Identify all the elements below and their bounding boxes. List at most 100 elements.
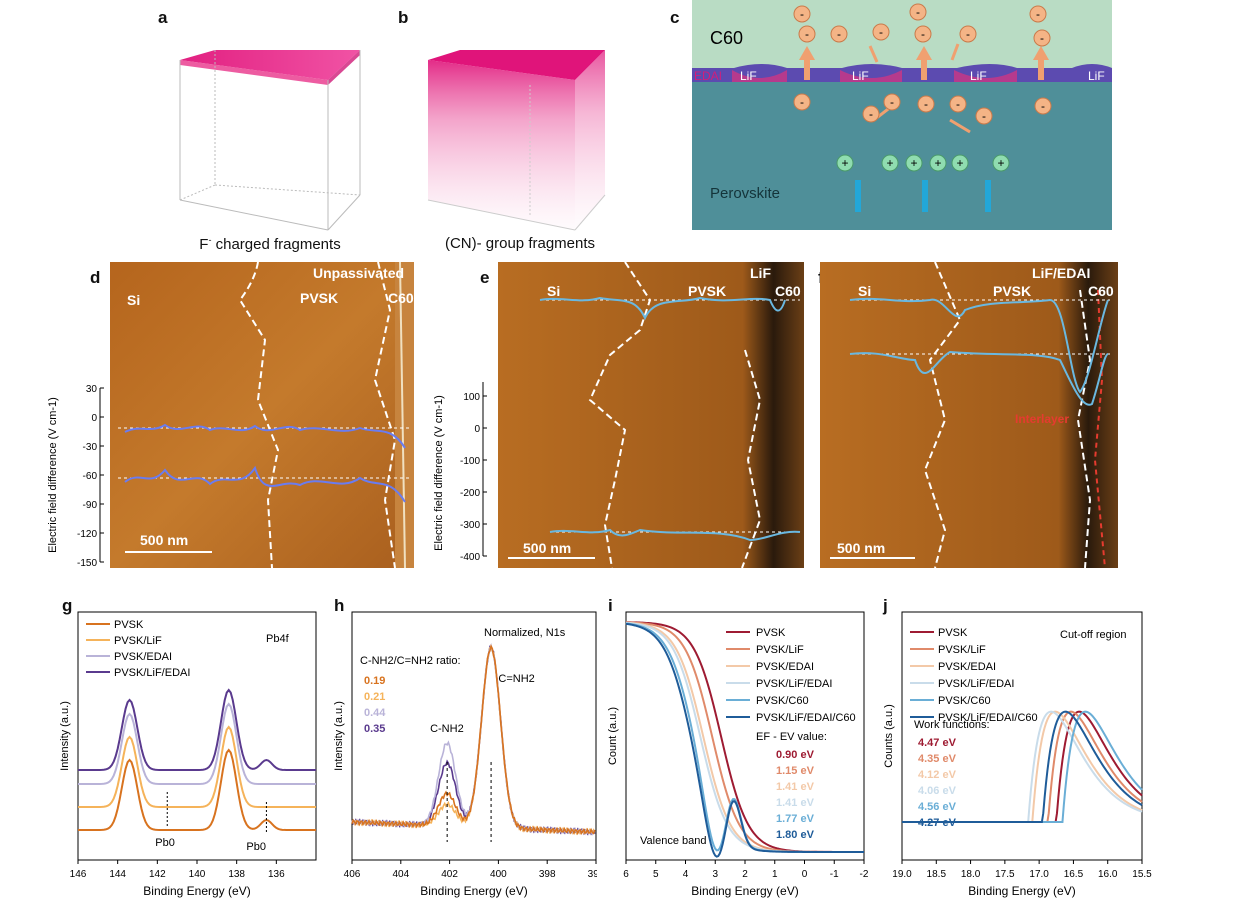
xtick-label: 5 <box>653 869 659 880</box>
ytick-label: 30 <box>86 384 98 395</box>
xtick-label: 398 <box>539 869 556 880</box>
legend-label: PVSK/C60 <box>756 695 809 707</box>
negative-charge-sign: - <box>966 27 970 41</box>
series-line <box>625 622 864 858</box>
ef-ev-value: 1.41 eV <box>776 781 815 793</box>
positive-charge-sign: + <box>910 156 917 170</box>
ytick-label: 0 <box>91 413 97 424</box>
peak-label: Pb0 <box>246 841 266 853</box>
x-axis-label: Binding Energy (eV) <box>420 884 527 898</box>
panel-label-d: d <box>90 268 101 287</box>
cube-cn-fragments <box>427 50 606 231</box>
panel-label-a: a <box>158 8 168 27</box>
ytick-label: -60 <box>83 471 98 482</box>
panel-label-h: h <box>334 596 345 615</box>
legend-label: PVSK/EDAI <box>756 661 814 673</box>
afm-f-si: Si <box>858 283 872 299</box>
panel-label-i: i <box>608 596 613 615</box>
ratio-title: C-NH2/C=NH2 ratio: <box>360 655 461 667</box>
negative-charge-sign: - <box>890 95 894 109</box>
work-function-value: 4.12 eV <box>918 769 957 781</box>
ef-ev-value: 1.41 eV <box>776 797 815 809</box>
legend-label: PVSK <box>756 627 786 639</box>
afm-e-title: LiF <box>750 265 771 281</box>
xtick-label: -2 <box>860 869 869 880</box>
afm-f-pvsk: PVSK <box>993 283 1032 299</box>
series-line <box>78 725 316 808</box>
value-title: EF - EV value: <box>756 731 827 743</box>
ytick-label: -400 <box>460 552 480 560</box>
negative-charge <box>914 25 932 43</box>
ef-ev-value: 1.77 eV <box>776 813 815 825</box>
afm-d-si: Si <box>127 292 141 308</box>
negative-charge <box>1034 97 1052 115</box>
negative-charge <box>872 23 890 41</box>
panel-label-c: c <box>670 8 680 27</box>
negative-charge-sign: - <box>800 7 804 21</box>
negative-charge-sign: - <box>1036 7 1040 21</box>
negative-charge-sign: - <box>916 5 920 19</box>
axis-e-ylabel: Electric field difference (V cm-1) <box>433 395 445 551</box>
xtick-label: 18.0 <box>961 869 981 880</box>
negative-charge <box>793 5 811 23</box>
negative-charge-sign: - <box>800 95 804 109</box>
positive-charge <box>905 154 923 172</box>
negative-charge-sign: - <box>956 97 960 111</box>
xtick-label: 18.5 <box>927 869 947 880</box>
chart-annotation: Valence band <box>640 835 706 847</box>
series-line <box>902 710 1143 823</box>
xtick-label: 402 <box>441 869 458 880</box>
ratio-value: 0.44 <box>364 707 386 719</box>
xtick-label: 4 <box>683 869 689 880</box>
negative-charge <box>883 93 901 111</box>
xtick-label: 3 <box>712 869 718 880</box>
legend-label: PVSK/LiF/EDAI <box>114 667 190 679</box>
positive-charge-sign: + <box>997 156 1004 170</box>
positive-charges: + + + + + + <box>836 154 1010 172</box>
chart-annotation: Normalized, N1s <box>484 627 566 639</box>
y-axis-label: Intensity (a.u.) <box>59 701 71 771</box>
xtick-label: 19.0 <box>892 869 912 880</box>
positive-charge-sign: + <box>956 156 963 170</box>
panel-label-f: f <box>818 268 824 287</box>
legend-label: PVSK/LiF/EDAI <box>938 678 1014 690</box>
chart-h-n1s: 406 404 402 400 398 396 Binding Energy (eV) Int… <box>333 611 597 898</box>
afm-e-c60: C60 <box>775 283 801 299</box>
xtick-label: 144 <box>109 869 126 880</box>
positive-charge <box>836 154 854 172</box>
legend-label: PVSK/C60 <box>938 695 991 707</box>
series-line <box>351 642 596 836</box>
xtick-label: 146 <box>70 869 87 880</box>
negative-charge <box>909 3 927 21</box>
chart-i-valence: 6 5 4 3 2 1 0 -1 -2 Binding Energy (eV) Count (a.u… <box>607 611 869 898</box>
value-title: Work functions: <box>914 719 990 731</box>
peak-label: C-NH2 <box>430 723 464 735</box>
ratio-value: 0.19 <box>364 675 385 687</box>
ef-ev-value: 1.80 eV <box>776 829 815 841</box>
perovskite-label: Perovskite <box>710 185 780 202</box>
work-function-value: 4.27 eV <box>918 817 957 829</box>
panel-label-j: j <box>883 596 888 615</box>
xtick-label: -1 <box>830 869 839 880</box>
negative-charge <box>975 107 993 125</box>
positive-charge <box>881 154 899 172</box>
legend-label: PVSK/LiF <box>938 644 986 656</box>
legend-label: PVSK/LiF/EDAI/C60 <box>938 712 1038 724</box>
legend-label: PVSK/LiF/EDAI <box>756 678 832 690</box>
legend-label: PVSK/LiF <box>114 635 162 647</box>
afm-f-interlayer: Interlayer <box>1015 412 1070 426</box>
plot-frame <box>351 611 597 861</box>
xtick-label: 1 <box>772 869 778 880</box>
xtick-label: 16.0 <box>1098 869 1118 880</box>
negative-charge <box>1029 5 1047 23</box>
y-axis-label: Count (a.u.) <box>607 707 619 765</box>
afm-d-pvsk: PVSK <box>300 290 339 306</box>
negative-charge <box>917 95 935 113</box>
afm-e-si: Si <box>547 283 561 299</box>
work-function-value: 4.35 eV <box>918 753 957 765</box>
xtick-label: 400 <box>490 869 507 880</box>
xtick-label: 0 <box>802 869 808 880</box>
positive-charge-sign: + <box>934 156 941 170</box>
panel-label-b: b <box>398 8 409 27</box>
negative-charge <box>793 93 811 111</box>
